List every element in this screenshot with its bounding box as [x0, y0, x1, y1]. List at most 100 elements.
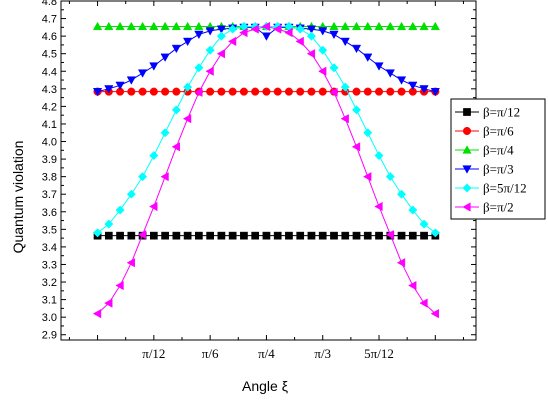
- data-point: [341, 231, 350, 240]
- data-point: [160, 172, 169, 182]
- y-axis: 2.9 3.0 3.1 3.2 3.3 3.4 3.5 3.6 3.7 3.8 3.9 4.0 4.1 4…: [42, 0, 476, 342]
- y-tick-label: 3.9: [42, 154, 57, 166]
- legend-box: [450, 98, 546, 220]
- data-point: [182, 114, 192, 124]
- data-point: [149, 201, 158, 212]
- data-point: [137, 229, 147, 240]
- data-point: [340, 21, 350, 31]
- data-point: [239, 87, 248, 96]
- data-point: [352, 231, 361, 240]
- legend-entry: β=5π/12: [455, 181, 527, 196]
- y-tick-label: 3.7: [42, 189, 57, 201]
- data-point: [330, 231, 338, 240]
- data-point: [183, 21, 193, 31]
- data-point: [374, 87, 384, 96]
- data-point: [397, 231, 406, 240]
- legend-marker: [462, 165, 472, 174]
- x-tick-label: π/6: [202, 346, 219, 361]
- data-point: [396, 189, 407, 199]
- data-point: [183, 82, 193, 92]
- y-tick-label: 3.6: [42, 207, 57, 219]
- data-point: [126, 189, 136, 199]
- data-point: [306, 25, 317, 34]
- data-point: [126, 21, 136, 31]
- data-point: [92, 88, 103, 97]
- data-point: [228, 231, 237, 240]
- y-tick-label: 3.5: [42, 224, 57, 236]
- data-point: [115, 21, 125, 31]
- series-2: [93, 87, 440, 96]
- series-1: [93, 231, 440, 240]
- data-point: [329, 87, 338, 97]
- legend-label: β=π/6: [483, 124, 514, 139]
- data-point: [194, 87, 203, 97]
- data-point: [216, 49, 226, 59]
- data-point: [351, 21, 362, 31]
- data-point: [160, 53, 170, 62]
- legend-marker: [462, 202, 471, 212]
- data-point: [160, 21, 170, 31]
- data-point: [171, 21, 181, 31]
- y-tick-label: 4.3: [42, 84, 57, 96]
- data-point: [92, 21, 103, 31]
- legend-marker: [463, 108, 471, 116]
- y-tick-label: 3.0: [42, 312, 57, 324]
- data-point: [273, 231, 282, 240]
- data-point: [137, 69, 148, 78]
- data-point: [408, 81, 418, 91]
- data-point: [363, 172, 372, 182]
- legend-label: β=5π/12: [483, 181, 527, 196]
- data-point: [385, 21, 395, 31]
- data-point: [318, 66, 327, 76]
- data-point: [216, 25, 227, 34]
- data-point: [296, 87, 305, 96]
- data-point: [363, 231, 372, 240]
- data-point: [419, 219, 429, 229]
- data-point: [183, 37, 193, 47]
- data-point: [340, 114, 349, 124]
- data-point: [116, 231, 124, 240]
- data-point: [272, 24, 282, 34]
- data-point: [149, 21, 159, 31]
- data-point: [396, 258, 406, 268]
- x-axis-label: Angle ξ: [242, 378, 288, 394]
- series-6: [92, 21, 439, 319]
- data-point: [408, 21, 418, 31]
- data-point: [138, 87, 147, 96]
- data-point: [430, 309, 439, 319]
- data-point: [329, 30, 339, 40]
- y-axis-label: Quantum violation: [10, 141, 26, 254]
- data-point: [306, 49, 316, 59]
- legend-entry: β=π/6: [455, 124, 514, 139]
- data-point: [375, 231, 383, 240]
- legend-marker: [462, 183, 472, 193]
- data-point: [396, 21, 407, 31]
- data-point: [374, 201, 383, 212]
- x-tick-label: π/12: [142, 346, 165, 361]
- y-tick-label: 2.9: [42, 330, 57, 342]
- data-point: [385, 69, 395, 78]
- y-tick-label: 4.4: [42, 66, 57, 78]
- data-point: [296, 231, 305, 240]
- data-point: [240, 231, 248, 240]
- data-point: [194, 30, 204, 40]
- data-point: [318, 45, 328, 55]
- data-point: [194, 21, 204, 31]
- data-point: [419, 85, 429, 94]
- data-point: [227, 36, 237, 47]
- data-point: [351, 105, 362, 115]
- data-point: [115, 280, 124, 291]
- data-point: [340, 37, 350, 47]
- x-axis: π/12 π/6 π/4 π/3 5π/12: [68, 1, 464, 361]
- series-5: [93, 21, 440, 238]
- y-tick-label: 3.2: [42, 277, 57, 289]
- data-point: [149, 151, 159, 161]
- data-point: [172, 231, 181, 240]
- data-point: [396, 76, 407, 85]
- data-point: [161, 87, 170, 96]
- data-point: [430, 228, 440, 238]
- y-tick-label: 3.1: [42, 295, 57, 307]
- legend-label: β=π/12: [483, 105, 520, 120]
- data-point: [228, 24, 238, 34]
- y-tick-label: 3.3: [42, 259, 57, 271]
